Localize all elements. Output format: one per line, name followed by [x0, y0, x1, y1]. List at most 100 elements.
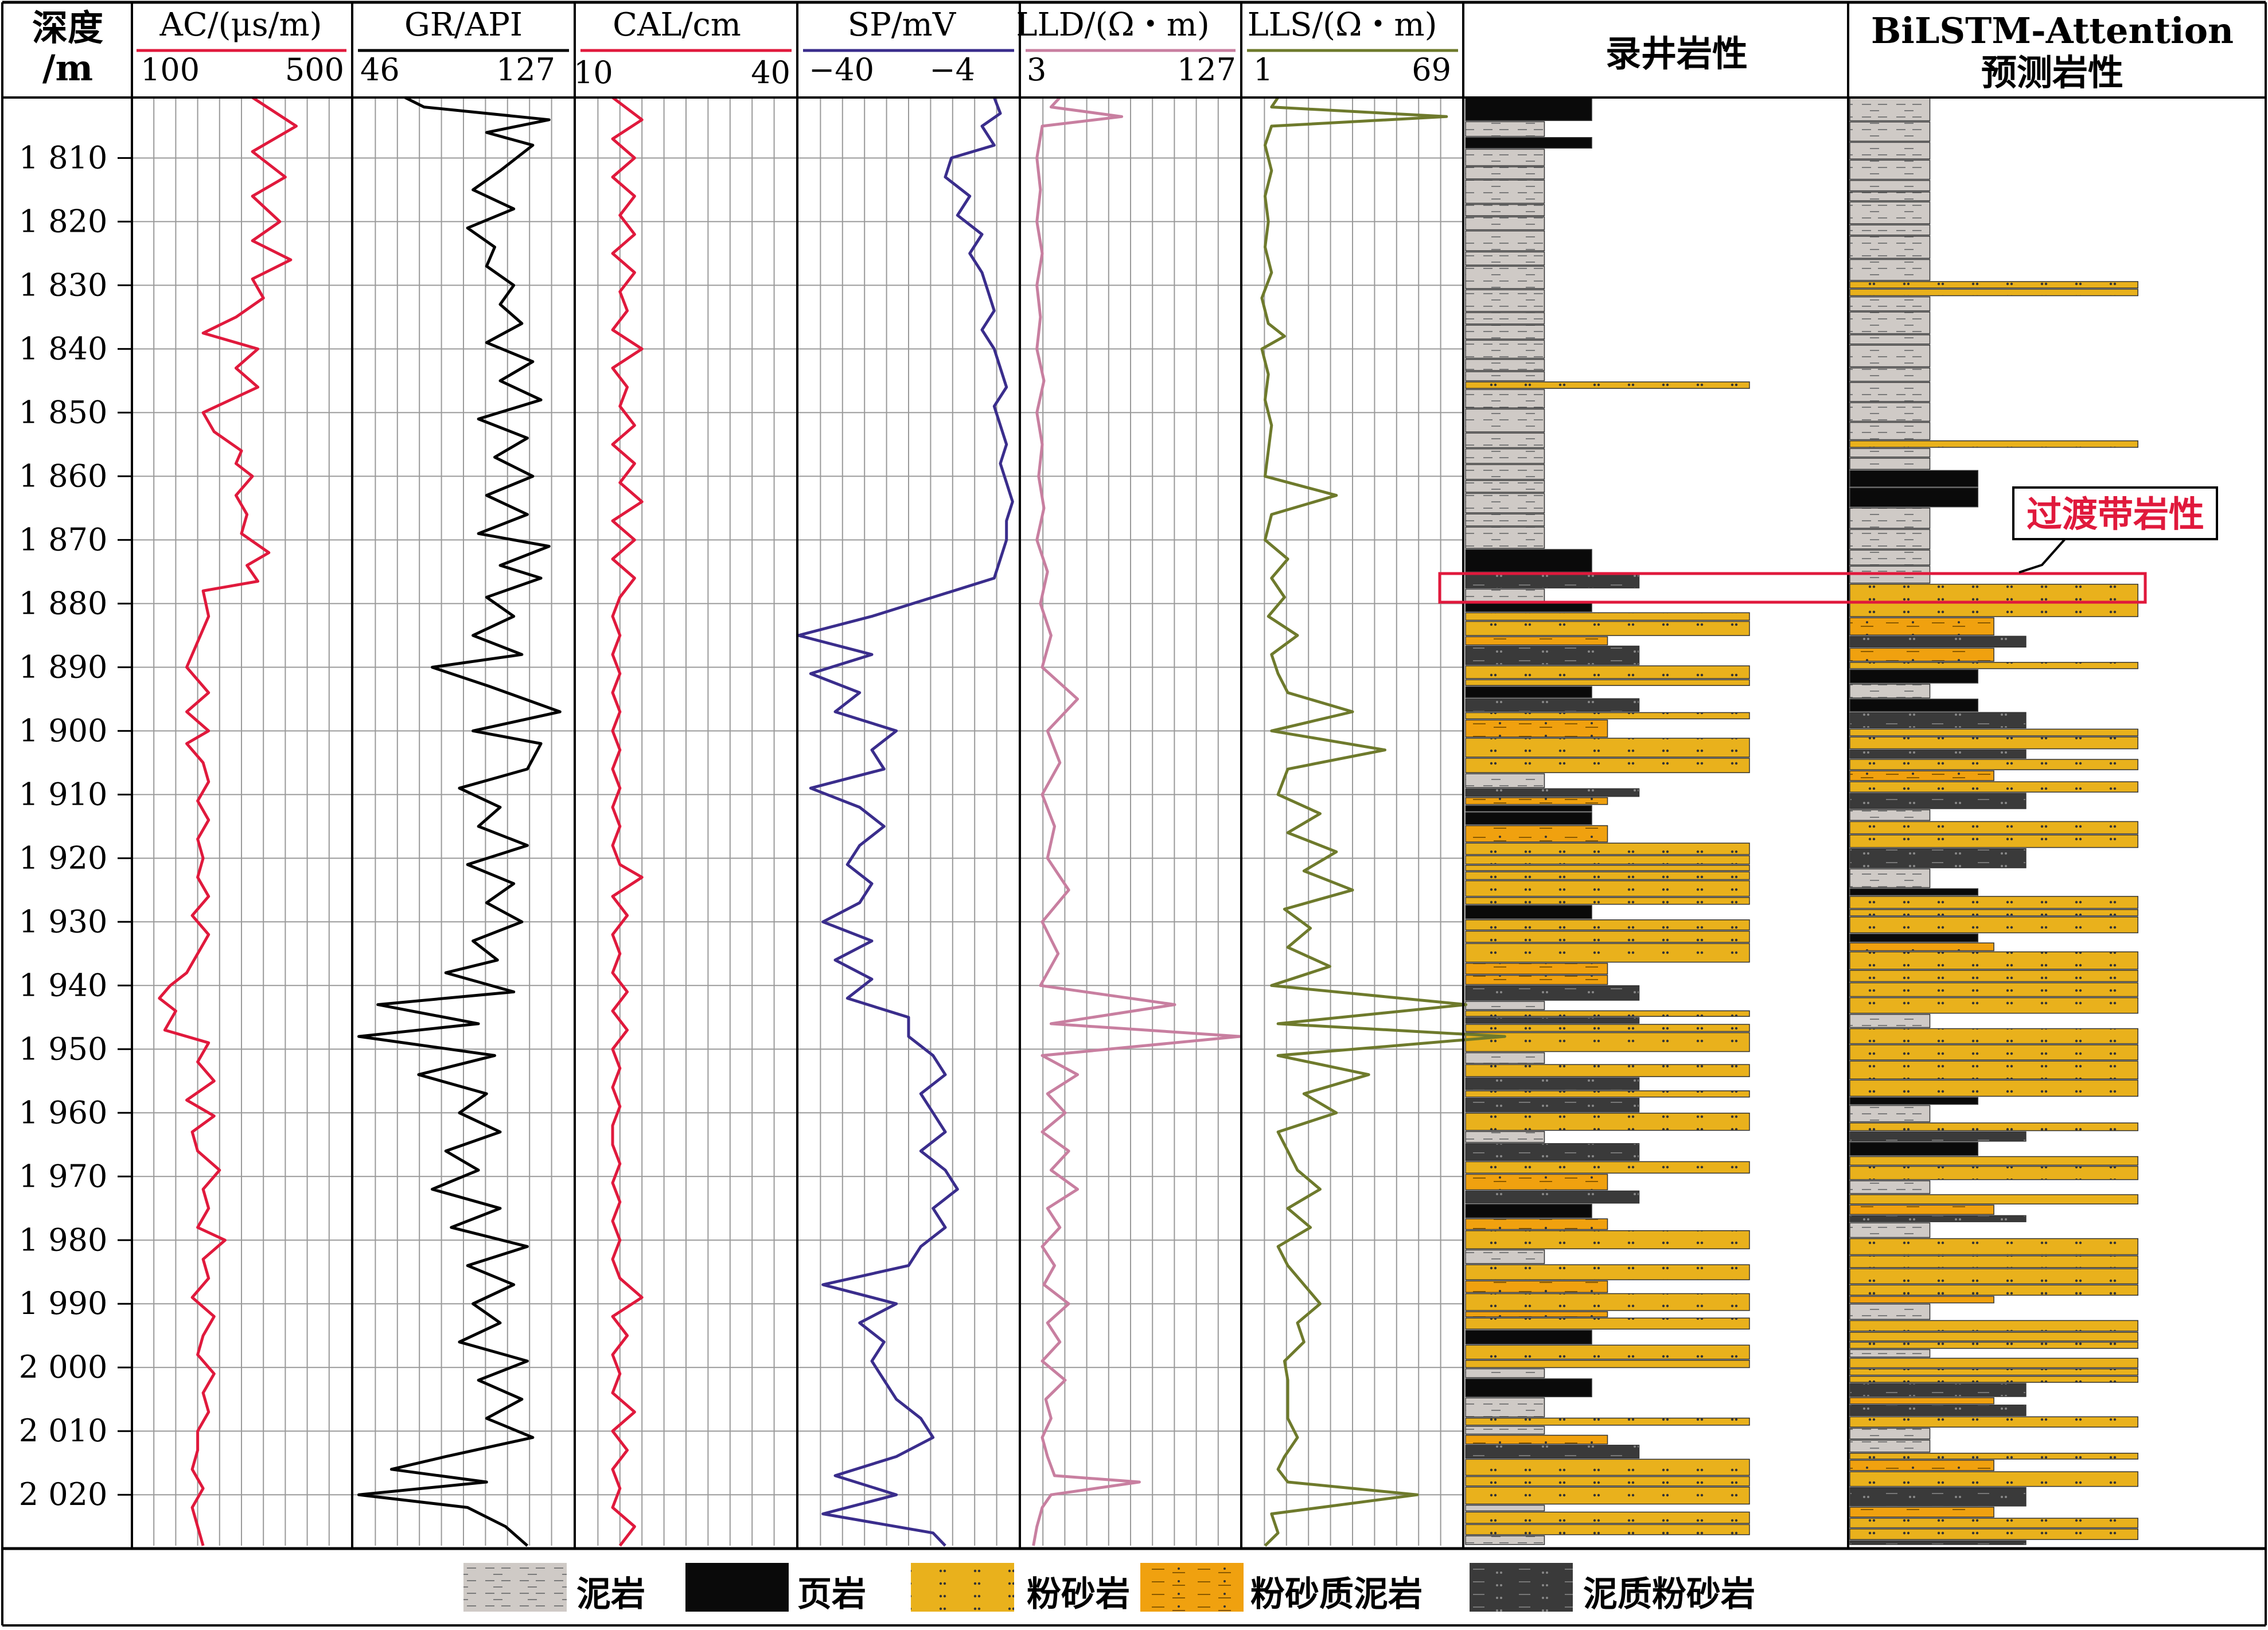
lith-bed: [1465, 1190, 1640, 1204]
lith-bed: [1849, 311, 1931, 334]
lith-bed: [1465, 358, 1545, 371]
lith-bed: [1849, 1060, 2138, 1080]
legend-label-argillaceous-siltstone: 泥质粉砂岩: [1583, 1574, 1755, 1615]
curve-gr: [357, 96, 562, 1547]
lith-bed: [1849, 1342, 2138, 1349]
lith-bed: [1849, 529, 1931, 549]
lith-bed: [1849, 834, 2138, 848]
lith-bed: [1465, 897, 1750, 905]
lith-bed: [1849, 1487, 2027, 1507]
lith-bed: [1849, 1518, 2138, 1528]
lith-bed: [1849, 1194, 2138, 1204]
lith-bed: [1849, 180, 1931, 192]
lith-bed: [1849, 1122, 2138, 1132]
lith-bed: [1465, 1426, 1545, 1435]
annotation-label-box: [2012, 486, 2218, 540]
lith-bed: [1465, 855, 1750, 865]
lith-bed: [1465, 1476, 1750, 1487]
lith-bed: [1849, 281, 2138, 288]
lith-bed: [1465, 797, 1608, 805]
lith-bed: [1849, 888, 1978, 896]
lith-bed: [1465, 974, 1608, 985]
lith-bed: [1849, 1440, 1931, 1453]
lith-bed: [1465, 758, 1750, 773]
lith-bed: [1465, 166, 1545, 180]
curve-cal: [611, 96, 644, 1547]
lith-bed: [1465, 588, 1545, 602]
depth-tick-label: 1 860: [19, 458, 108, 494]
lith-bed: [1849, 583, 2138, 603]
lith-bed: [1465, 698, 1640, 712]
depth-axis-labels: 1 810 1 820 1 830 1 840 1 850 1 860 1 870 1 880…: [19, 139, 132, 1512]
lith-bed: [1465, 679, 1750, 686]
lith-bed: [1465, 1077, 1640, 1090]
lith-bed: [1849, 793, 2027, 809]
depth-tick-label: 2 010: [19, 1413, 108, 1449]
lith-bed: [1849, 97, 1931, 122]
track-title-lls: LLS/(Ω・m): [1248, 6, 1437, 44]
depth-tick-label: 2 020: [19, 1476, 108, 1512]
depth-tick-label: 1 840: [19, 330, 108, 366]
lith-bed: [1849, 1428, 1931, 1440]
lith-bed: [1849, 648, 1994, 662]
curve-lls: [1260, 96, 1506, 1547]
lith-bed: [1849, 191, 1931, 201]
lith-bed: [1849, 1452, 2138, 1460]
lith-bed: [1849, 809, 1931, 821]
track-max-lld: 127: [1177, 52, 1236, 88]
lith-bed: [1849, 699, 1978, 712]
lith-bed: [1465, 788, 1640, 797]
lithology-columns: [1465, 97, 2138, 1545]
lith-bed: [1849, 896, 2138, 909]
lith-bed: [1849, 367, 1931, 382]
lith-bed: [1465, 381, 1750, 389]
lith-bed: [1849, 224, 1931, 236]
lith-bed: [1849, 1215, 2027, 1222]
lith-bed: [1849, 508, 1931, 529]
legend-label-siltstone: 粉砂岩: [1027, 1574, 1130, 1615]
lith-bed: [1849, 440, 2138, 448]
track-min-lls: 1: [1253, 52, 1273, 88]
lith-bed: [1465, 843, 1750, 855]
lith-bed: [1465, 665, 1750, 679]
lith-bed: [1465, 180, 1545, 204]
curve-lld: [1032, 96, 1242, 1546]
lith-bed: [1849, 997, 2138, 1014]
lith-bed: [1465, 1024, 1750, 1032]
lith-bed: [1465, 1417, 1750, 1426]
lith-bed: [1849, 402, 1931, 422]
curve-ac: [158, 96, 298, 1546]
lith-bed: [1849, 909, 2138, 917]
lith-bed: [1849, 142, 1931, 160]
depth-tick-label: 1 850: [19, 394, 108, 430]
lith-bed: [1849, 759, 2138, 770]
lith-bed: [1465, 149, 1545, 166]
lith-bed: [1849, 334, 1931, 345]
lith-bed: [1849, 821, 2138, 835]
lith-bed: [1849, 422, 1931, 440]
depth-tick-label: 1 910: [19, 776, 108, 812]
lith-bed: [1849, 1044, 2138, 1060]
lith-bed: [1849, 1507, 1994, 1518]
depth-tick-label: 1 810: [19, 139, 108, 176]
lith-bed: [1849, 1238, 2138, 1255]
lith-bed: [1849, 1284, 2138, 1296]
lith-bed: [1465, 1010, 1750, 1017]
lith-bed: [1465, 464, 1545, 480]
lith-bed: [1849, 382, 1931, 402]
lith-bed: [1849, 942, 1994, 952]
legend-swatch-siltstone: [911, 1563, 1014, 1612]
lith-bed: [1849, 916, 2138, 934]
depth-tick-label: 1 900: [19, 712, 108, 748]
depth-tick-label: 1 870: [19, 521, 108, 557]
legend-label-shale: 页岩: [797, 1574, 866, 1615]
lith-bed: [1465, 1459, 1750, 1476]
depth-tick-label: 1 890: [19, 649, 108, 685]
lith-bed: [1465, 930, 1750, 943]
lith-bed: [1849, 635, 2027, 648]
lith-bed: [1849, 121, 1931, 142]
lith-bed: [1465, 904, 1592, 919]
lith-bed: [1849, 1131, 2027, 1142]
